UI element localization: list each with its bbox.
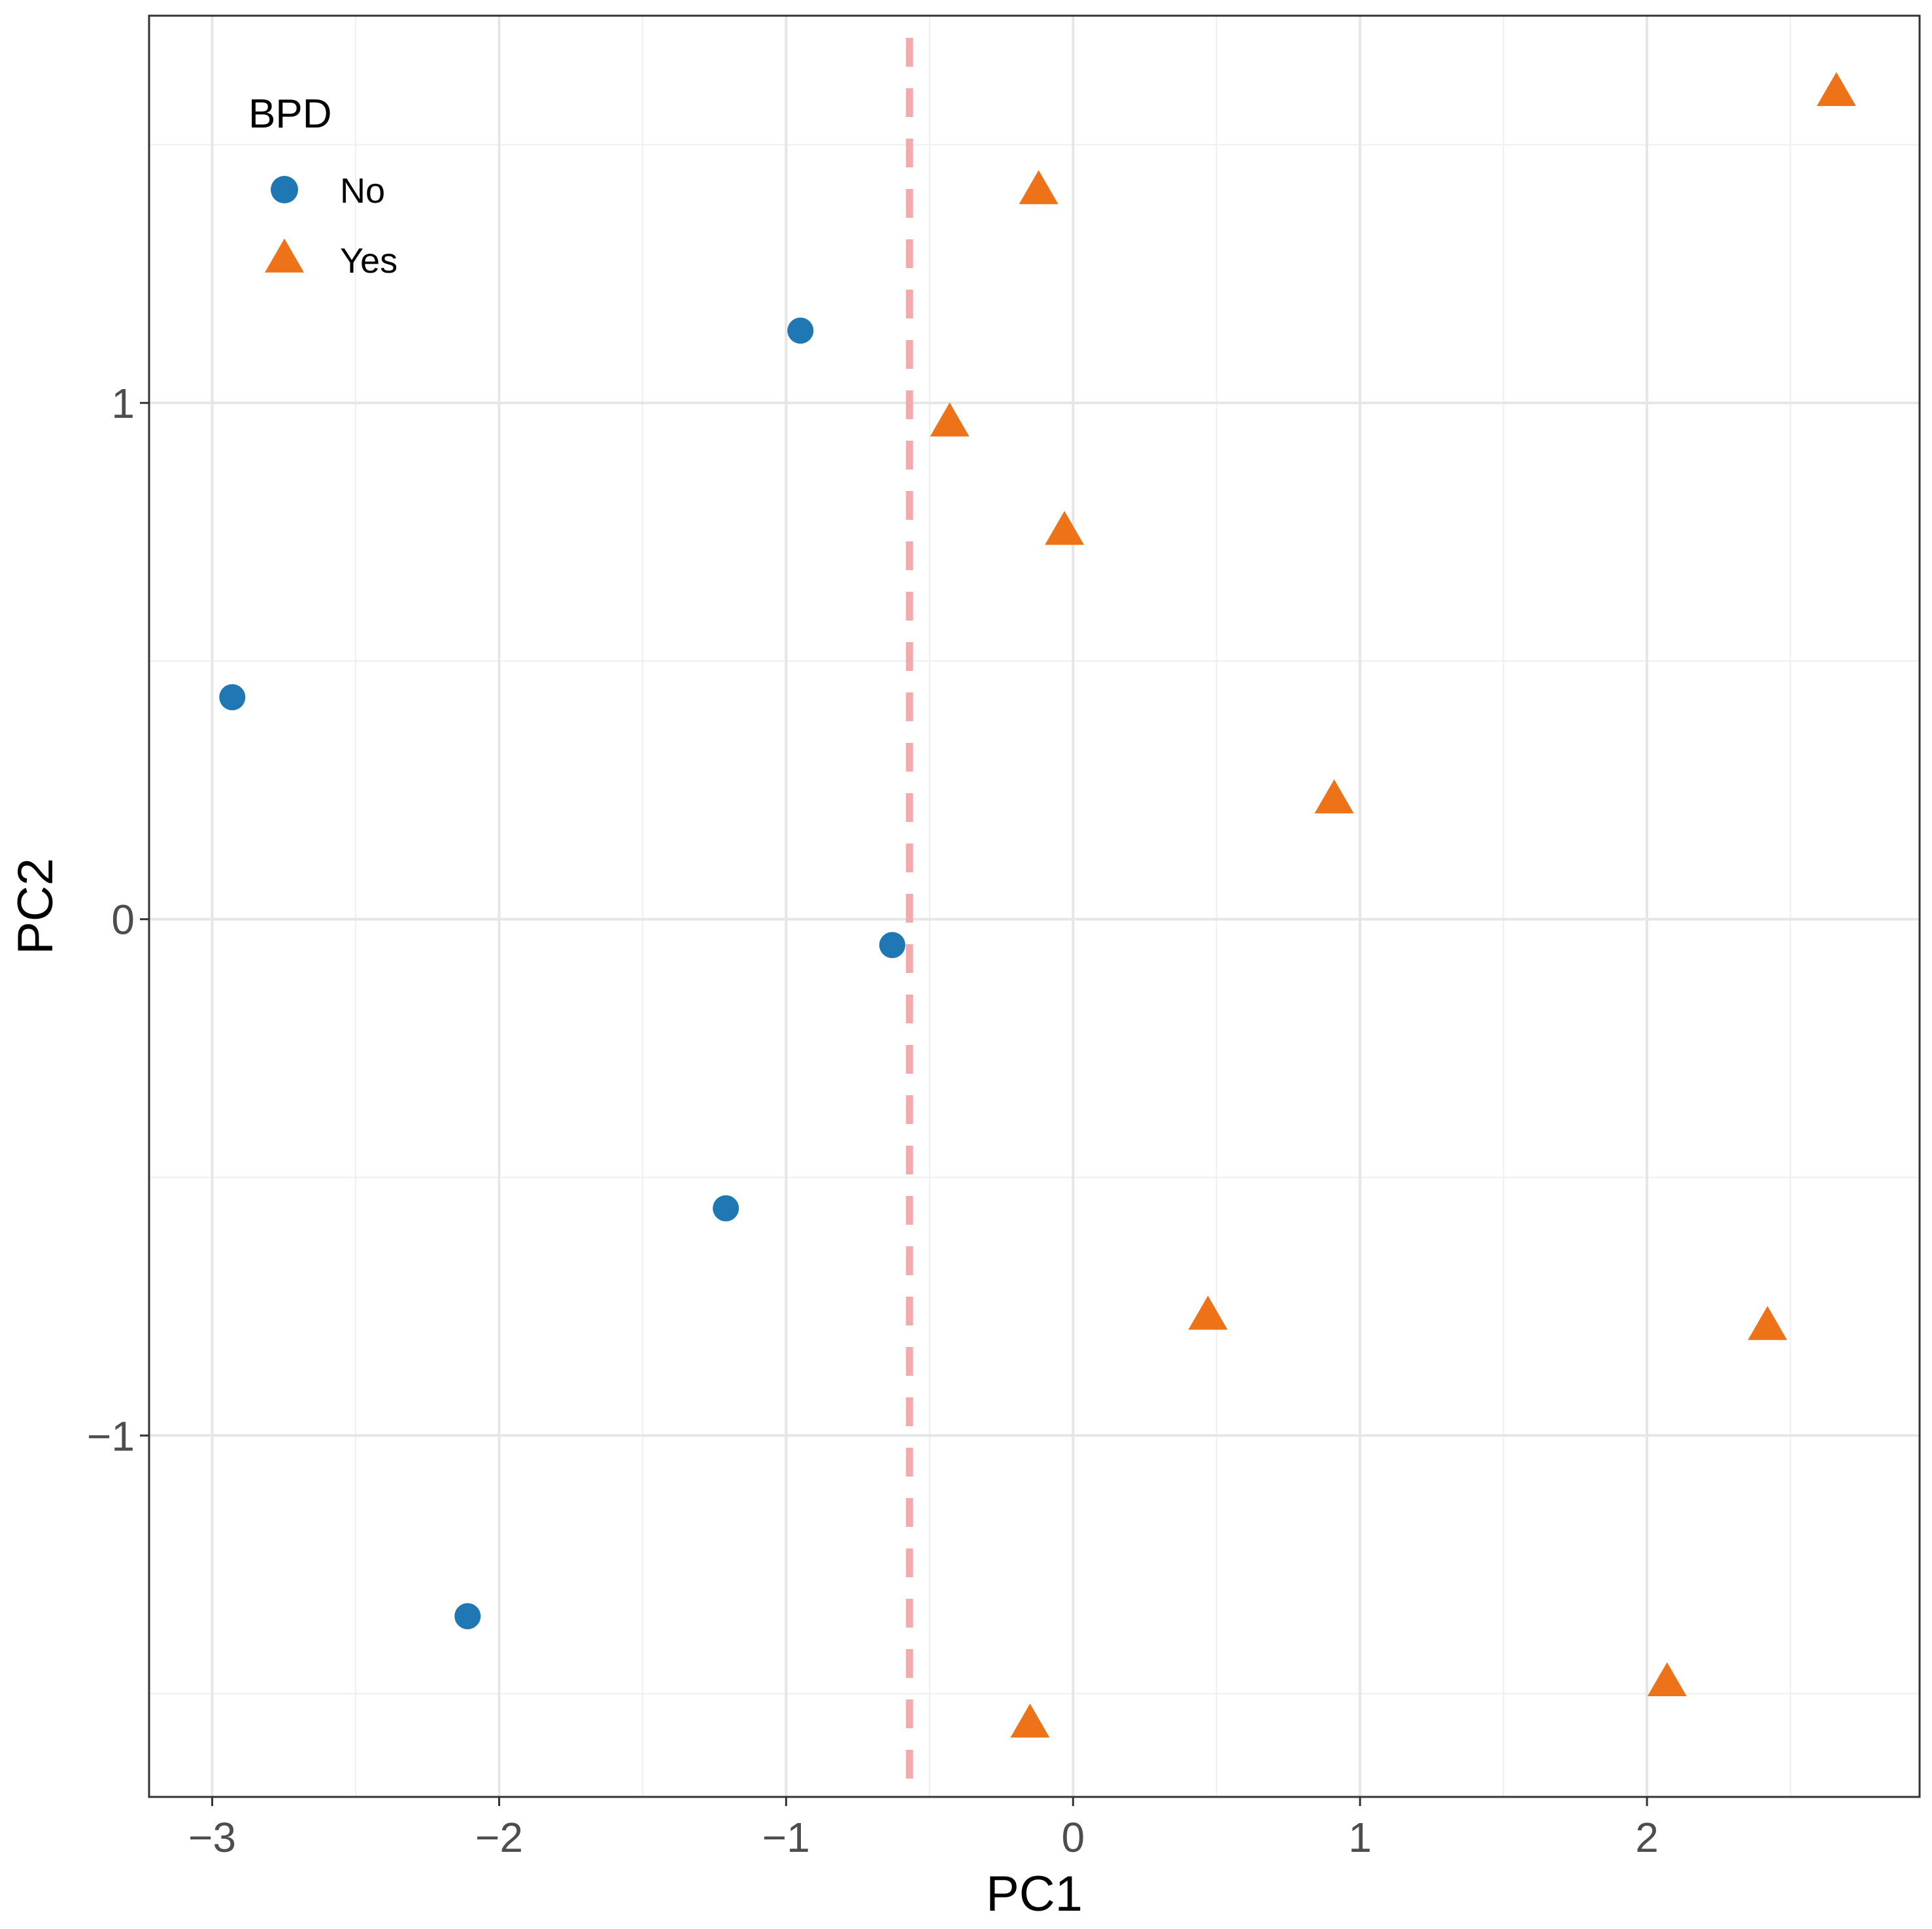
axis-tick-labels: −3 −2 −1 0 1 2 −1 0 1	[87, 380, 1659, 1861]
data-points	[219, 72, 1856, 1738]
major-grid	[149, 16, 1920, 1797]
point-yes	[1019, 170, 1059, 205]
point-yes	[1010, 1703, 1050, 1738]
panel-border	[148, 14, 1921, 1798]
minor-grid	[149, 16, 1920, 1797]
point-no	[454, 1603, 481, 1630]
point-no	[787, 317, 814, 344]
legend-label-no: No	[340, 171, 385, 211]
x-tick-label: −3	[188, 1814, 236, 1861]
point-yes	[1314, 779, 1354, 813]
x-tick-label: 0	[1061, 1814, 1085, 1861]
point-no	[879, 932, 906, 959]
legend-label-yes: Yes	[340, 241, 398, 281]
legend-key-no	[271, 176, 298, 203]
point-yes	[1748, 1306, 1788, 1340]
point-yes	[1647, 1662, 1687, 1697]
legend-title: BPD	[248, 92, 331, 137]
y-tick-label: 0	[111, 896, 135, 944]
legend-entries: No Yes	[265, 171, 398, 281]
point-yes	[930, 402, 970, 437]
x-axis-title: PC1	[986, 1866, 1083, 1922]
y-tick-label: 1	[111, 380, 135, 427]
y-axis-title: PC2	[8, 858, 63, 955]
legend-key-yes	[265, 238, 304, 273]
x-tick-label: −2	[475, 1814, 523, 1861]
point-yes	[1045, 511, 1085, 545]
legend: BPD No Yes	[248, 92, 398, 281]
x-tick-label: 2	[1635, 1814, 1659, 1861]
x-tick-label: 1	[1348, 1814, 1372, 1861]
point-yes	[1816, 72, 1856, 107]
point-no	[219, 684, 246, 711]
axis-ticks	[140, 401, 1648, 1806]
y-tick-label: −1	[87, 1412, 135, 1460]
point-no	[713, 1195, 739, 1221]
x-tick-label: −1	[762, 1814, 810, 1861]
point-yes	[1188, 1295, 1228, 1330]
